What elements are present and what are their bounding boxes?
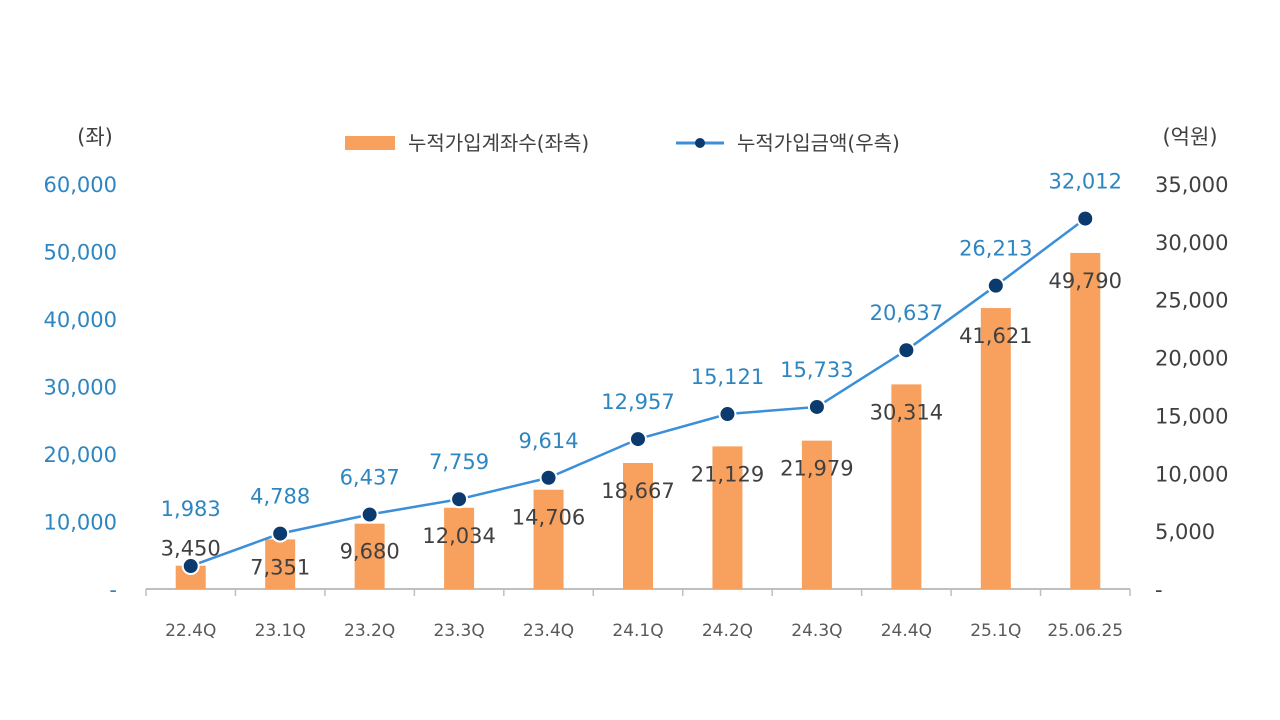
line-data-label: 20,637 bbox=[870, 301, 943, 325]
bar-data-label: 7,351 bbox=[250, 555, 310, 579]
line-data-label: 15,733 bbox=[780, 358, 853, 382]
left-tick-label: - bbox=[109, 578, 117, 602]
bar-data-label: 49,790 bbox=[1049, 269, 1122, 293]
right-tick-label: 5,000 bbox=[1155, 520, 1215, 544]
line-point bbox=[271, 524, 290, 543]
line-data-label: 12,957 bbox=[601, 390, 674, 414]
right-tick-label: 20,000 bbox=[1155, 347, 1228, 371]
legend-line-label: 누적가입금액(우측) bbox=[737, 131, 900, 155]
bar bbox=[265, 539, 296, 589]
bar-data-label: 18,667 bbox=[601, 479, 674, 503]
line-point bbox=[986, 276, 1005, 295]
bar bbox=[801, 440, 832, 589]
line-point bbox=[450, 490, 469, 509]
x-tick-label: 24.2Q bbox=[702, 621, 753, 641]
bar-data-label: 21,979 bbox=[780, 457, 853, 481]
line-point bbox=[807, 397, 826, 416]
right-tick-label: 35,000 bbox=[1155, 173, 1228, 197]
left-tick-label: 50,000 bbox=[44, 241, 117, 265]
x-tick-label: 23.2Q bbox=[344, 621, 395, 641]
legend-bar-swatch bbox=[345, 136, 395, 150]
line-data-label: 9,614 bbox=[518, 429, 578, 453]
right-tick-label: 30,000 bbox=[1155, 231, 1228, 255]
bar bbox=[1070, 252, 1101, 590]
line-data-label: 1,983 bbox=[161, 497, 221, 521]
legend: 누적가입계좌수(좌측) 누적가입금액(우측) bbox=[345, 131, 900, 155]
bar bbox=[623, 462, 653, 589]
bar-data-label: 12,034 bbox=[422, 524, 495, 548]
bar bbox=[712, 446, 743, 589]
x-tick-label: 23.3Q bbox=[433, 621, 484, 641]
right-tick-label: 25,000 bbox=[1155, 289, 1228, 313]
x-tick-label: 25.06.25 bbox=[1047, 621, 1123, 641]
right-tick-label: - bbox=[1155, 578, 1163, 602]
line-data-label: 4,788 bbox=[250, 485, 310, 509]
bar-data-label: 3,450 bbox=[161, 537, 221, 561]
left-tick-label: 60,000 bbox=[44, 173, 117, 197]
right-axis-unit: (억원) bbox=[1162, 125, 1217, 149]
bar-data-label: 21,129 bbox=[691, 462, 764, 486]
line-data-label: 26,213 bbox=[959, 237, 1032, 261]
x-tick-label: 23.4Q bbox=[523, 621, 574, 641]
bar-data-label: 41,621 bbox=[959, 324, 1032, 348]
line-point bbox=[539, 468, 558, 487]
line-point bbox=[360, 505, 379, 524]
left-tick-label: 30,000 bbox=[44, 376, 117, 400]
x-tick-label: 24.4Q bbox=[881, 621, 932, 641]
line-point bbox=[1076, 209, 1095, 228]
bar bbox=[175, 565, 206, 589]
x-tick-label: 24.3Q bbox=[791, 621, 842, 641]
bar-data-label: 9,680 bbox=[340, 540, 400, 564]
line-data-label: 6,437 bbox=[340, 466, 400, 490]
line-point bbox=[897, 341, 916, 360]
left-axis-unit: (좌) bbox=[77, 125, 113, 149]
right-tick-label: 15,000 bbox=[1155, 404, 1228, 428]
left-tick-label: 10,000 bbox=[44, 511, 117, 535]
right-tick-label: 10,000 bbox=[1155, 462, 1228, 486]
left-tick-label: 40,000 bbox=[44, 308, 117, 332]
x-tick-label: 25.1Q bbox=[970, 621, 1021, 641]
legend-line-marker bbox=[695, 138, 705, 148]
line-data-label: 7,759 bbox=[429, 450, 489, 474]
legend-bar-label: 누적가입계좌수(좌측) bbox=[408, 131, 589, 155]
x-tick-label: 23.1Q bbox=[255, 621, 306, 641]
line-point bbox=[629, 430, 647, 449]
line-data-label: 32,012 bbox=[1049, 170, 1122, 194]
bar bbox=[444, 507, 475, 589]
line-point bbox=[718, 405, 737, 424]
x-tick-label: 22.4Q bbox=[165, 621, 216, 641]
x-tick-label: 24.1Q bbox=[612, 621, 663, 641]
bar-data-label: 14,706 bbox=[512, 506, 585, 530]
bar bbox=[533, 489, 564, 589]
bar bbox=[354, 523, 385, 589]
line-data-label: 15,121 bbox=[691, 365, 764, 389]
bar-data-label: 30,314 bbox=[870, 400, 943, 424]
line-point bbox=[181, 557, 200, 576]
left-tick-label: 20,000 bbox=[44, 443, 117, 467]
bar bbox=[980, 308, 1011, 589]
bar bbox=[891, 384, 922, 589]
